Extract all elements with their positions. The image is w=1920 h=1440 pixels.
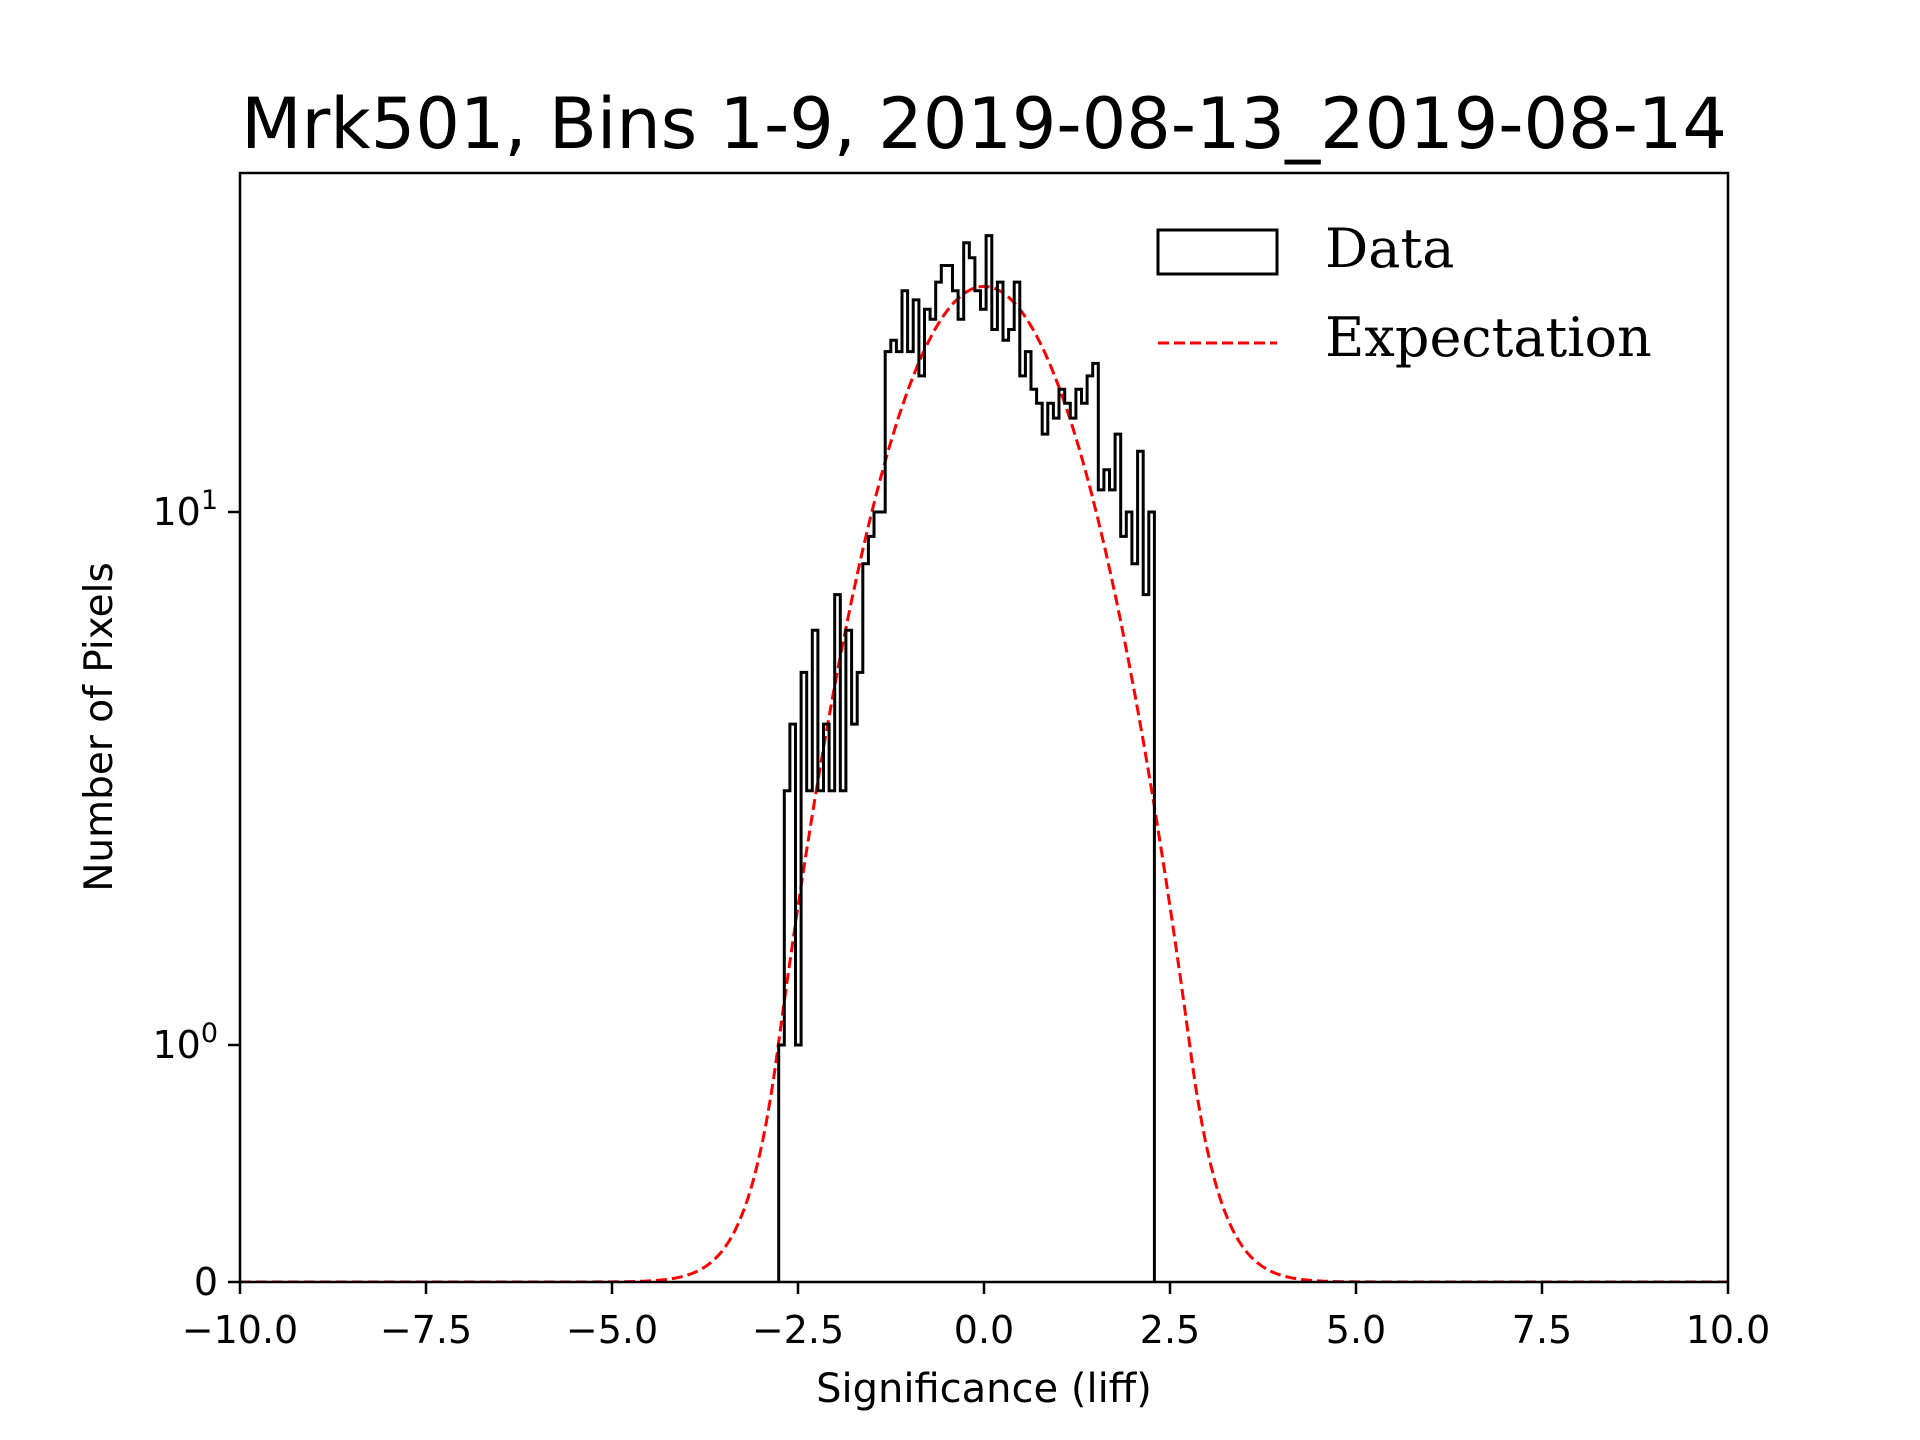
y-tick-label: 100 bbox=[152, 1018, 218, 1067]
x-tick-label: −5.0 bbox=[566, 1308, 658, 1352]
expectation-layer bbox=[240, 284, 1728, 1282]
x-tick-label: 0.0 bbox=[954, 1308, 1014, 1352]
x-tick-label: −7.5 bbox=[380, 1308, 472, 1352]
x-tick-label: 10.0 bbox=[1686, 1308, 1771, 1352]
x-axis-label: Significance (liff) bbox=[816, 1366, 1152, 1412]
data-histogram bbox=[777, 234, 1156, 1282]
y-axis-label: Number of Pixels bbox=[77, 562, 122, 892]
y-axis: 0 100 101 bbox=[152, 485, 240, 1304]
legend: Data Expectation bbox=[1156, 217, 1652, 369]
y-tick-label: 0 bbox=[194, 1260, 218, 1304]
x-tick-label: 5.0 bbox=[1326, 1308, 1386, 1352]
x-tick-label: −10.0 bbox=[182, 1308, 298, 1352]
legend-data-label: Data bbox=[1325, 217, 1454, 280]
legend-expectation-label: Expectation bbox=[1325, 306, 1652, 369]
x-tick-label: 7.5 bbox=[1512, 1308, 1572, 1352]
legend-data-swatch bbox=[1156, 228, 1279, 276]
chart-title: Mrk501, Bins 1-9, 2019-08-13_2019-08-14 bbox=[241, 83, 1727, 165]
plot-area bbox=[240, 234, 1728, 1282]
expectation-curve bbox=[240, 284, 1728, 1282]
y-tick-label: 101 bbox=[152, 485, 218, 534]
x-tick-label: −2.5 bbox=[752, 1308, 844, 1352]
x-tick-label: 2.5 bbox=[1140, 1308, 1200, 1352]
histogram-layer bbox=[777, 234, 1156, 1282]
x-axis: −10.0 −7.5 −5.0 −2.5 0.0 2.5 5.0 7.5 10.0 bbox=[182, 1282, 1771, 1352]
